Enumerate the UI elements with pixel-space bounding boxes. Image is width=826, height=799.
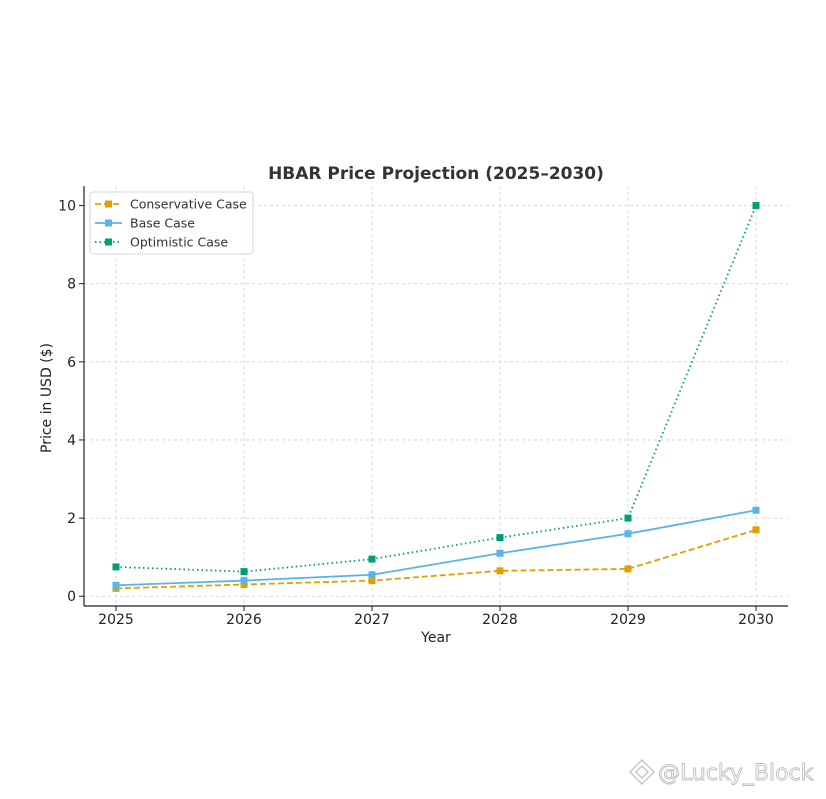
y-axis-label: Price in USD ($) — [39, 343, 55, 453]
x-tick-label: 2026 — [226, 612, 262, 628]
y-tick-label: 2 — [67, 511, 76, 527]
data-point — [752, 526, 760, 534]
legend: Conservative Case Base Case Optimistic Cas… — [89, 191, 254, 255]
y-tick-label: 6 — [67, 355, 76, 371]
legend-box — [89, 191, 254, 255]
data-point — [368, 571, 376, 579]
data-point — [752, 506, 760, 514]
data-point — [368, 577, 376, 585]
x-tick-label: 2029 — [610, 612, 646, 628]
data-point — [112, 563, 120, 571]
series-line-2 — [115, 509, 757, 587]
series-line-1 — [115, 528, 757, 590]
data-point — [368, 555, 376, 563]
legend-label: Base Case — [130, 216, 195, 231]
legend-swatch-marker — [105, 219, 112, 227]
watermark: @Lucky_Block — [628, 758, 814, 786]
x-tick-label: 2030 — [738, 612, 774, 628]
axes — [83, 186, 788, 607]
y-tick-label: 4 — [67, 433, 76, 449]
series-layer — [112, 202, 760, 592]
legend-swatch-marker — [105, 200, 112, 208]
y-tick-label: 10 — [58, 199, 76, 215]
data-point — [496, 567, 504, 575]
legend-label: Conservative Case — [130, 197, 247, 212]
data-point — [752, 202, 760, 210]
legend-swatch-marker — [105, 238, 112, 246]
x-axis-label: Year — [420, 630, 451, 646]
ticks: 2025 2026 2027 2028 2029 2030 0 2 4 6 8 10 — [58, 199, 774, 628]
x-tick-label: 2025 — [98, 612, 134, 628]
data-point — [112, 581, 120, 589]
data-point — [240, 581, 248, 589]
chart-title: HBAR Price Projection (2025–2030) — [268, 164, 604, 184]
data-point — [496, 534, 504, 542]
data-point — [496, 549, 504, 557]
data-point — [240, 577, 248, 585]
y-tick-label: 8 — [67, 277, 76, 293]
data-point — [240, 568, 248, 576]
data-point — [624, 565, 632, 573]
series-line-3 — [115, 205, 757, 573]
legend-label: Optimistic Case — [130, 235, 228, 250]
x-tick-label: 2028 — [482, 612, 518, 628]
y-tick-label: 0 — [67, 589, 76, 605]
data-point — [624, 530, 632, 538]
watermark-text: @Lucky_Block — [658, 761, 814, 786]
x-tick-label: 2027 — [354, 612, 390, 628]
watermark-logo-icon — [628, 758, 656, 786]
data-point — [624, 514, 632, 522]
